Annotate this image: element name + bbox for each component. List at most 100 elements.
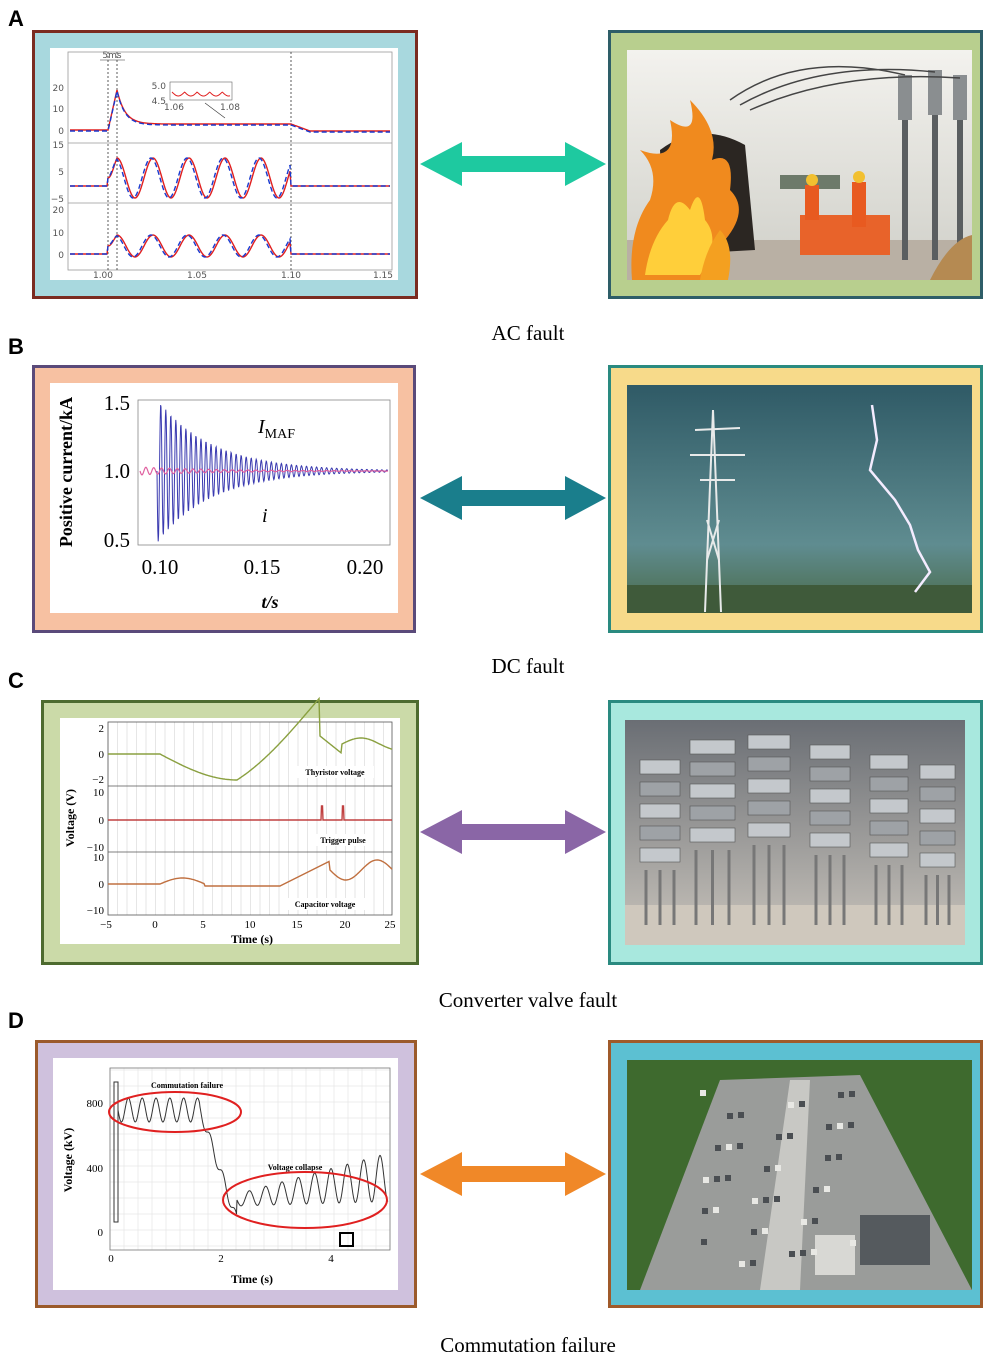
valve-tier: [870, 799, 908, 813]
equipment: [751, 1229, 757, 1235]
annotation: i: [262, 505, 268, 527]
y-tick-label: 10: [53, 229, 65, 239]
valve-tier: [748, 779, 790, 793]
x-tick-label: 0.15: [244, 555, 281, 579]
equipment: [737, 1143, 743, 1149]
x-tick-label: 20: [340, 919, 352, 931]
valve-tier: [920, 787, 955, 801]
equipment: [838, 1092, 844, 1098]
panel-label: C: [8, 668, 24, 693]
equipment: [752, 1198, 758, 1204]
valve-tier: [920, 809, 955, 823]
y-tick-label: 1.5: [104, 391, 130, 415]
valve-tier: [640, 826, 680, 840]
valve-tier: [810, 833, 850, 847]
equipment: [800, 1250, 806, 1256]
y-tick-label: 0: [58, 251, 64, 261]
valve-tier: [748, 757, 790, 771]
double-arrow: [420, 476, 606, 520]
valve-tier: [690, 828, 735, 842]
valve-tier: [748, 735, 790, 749]
y-tick-label: 10: [93, 787, 105, 799]
x-tick-label: 0: [152, 919, 158, 931]
annotation: 5ms: [102, 51, 121, 61]
photo-substation: [627, 1060, 972, 1290]
valve-tier: [870, 755, 908, 769]
x-tick-label: 15: [292, 919, 304, 931]
equipment: [836, 1154, 842, 1160]
equipment: [727, 1113, 733, 1119]
equipment: [848, 1122, 854, 1128]
y-axis-label: Voltage (kV): [61, 1128, 75, 1193]
x-axis-label: Time (s): [231, 932, 273, 946]
y-tick-label: 0: [58, 127, 64, 137]
y-tick-label: 20: [53, 206, 65, 216]
equipment: [788, 1102, 794, 1108]
inset-tick-label: 5.0: [152, 82, 167, 92]
valve-tier: [920, 853, 955, 867]
y-tick-label: 0: [98, 1227, 104, 1239]
photo-lightning: [627, 385, 972, 613]
inset-tick-label: 1.06: [164, 103, 184, 113]
x-tick-label: 1.05: [187, 271, 207, 281]
valve-tier: [810, 811, 850, 825]
x-tick-label: 0: [108, 1253, 114, 1265]
figure: A B C D AC fault DC fault Converter valv…: [0, 0, 984, 1358]
y-tick-label: 20: [53, 84, 65, 94]
equipment: [701, 1239, 707, 1245]
caption: Commutation failure: [440, 1333, 616, 1357]
photo-valve-hall: [625, 720, 965, 945]
y-tick-label: −10: [87, 905, 105, 917]
x-tick-label: 1.10: [281, 271, 301, 281]
annotation: Voltage collapse: [268, 1163, 323, 1172]
inset: [170, 82, 232, 100]
equipment: [726, 1144, 732, 1150]
equipment: [789, 1251, 795, 1257]
equipment: [799, 1101, 805, 1107]
x-tick-label: 1.15: [373, 271, 393, 281]
valve-tier: [810, 767, 850, 781]
equipment: [700, 1090, 706, 1096]
x-tick-label: 1.00: [93, 271, 113, 281]
valve-tier: [690, 762, 735, 776]
equipment: [750, 1260, 756, 1266]
equipment: [774, 1196, 780, 1202]
equipment: [811, 1249, 817, 1255]
valve-tier: [870, 843, 908, 857]
valve-tier: [640, 804, 680, 818]
equipment: [801, 1219, 807, 1225]
y-tick-label: 10: [53, 105, 65, 115]
valve-tier: [640, 760, 680, 774]
equipment: [825, 1155, 831, 1161]
y-tick-label: 15: [53, 141, 64, 151]
equipment: [850, 1240, 856, 1246]
panel-label: B: [8, 334, 24, 359]
annotation: Commutation failure: [151, 1081, 224, 1090]
equipment: [763, 1197, 769, 1203]
y-tick-label: −2: [92, 774, 104, 786]
y-axis-label: Voltage (V): [63, 789, 77, 847]
double-arrow: [420, 142, 606, 186]
equipment: [739, 1261, 745, 1267]
valve-tier: [640, 848, 680, 862]
y-tick-label: 10: [93, 852, 105, 864]
valve-tier: [810, 789, 850, 803]
valve-tier: [690, 806, 735, 820]
equipment: [812, 1218, 818, 1224]
y-tick-label: 2: [99, 723, 105, 735]
valve-tier: [870, 821, 908, 835]
inset-tick-label: 1.08: [220, 103, 240, 113]
x-axis-label: t/s: [261, 592, 278, 612]
panel-label: A: [8, 6, 24, 31]
caption: Converter valve fault: [439, 988, 618, 1012]
equipment: [775, 1165, 781, 1171]
trace-label: Trigger pulse: [320, 836, 366, 845]
equipment: [849, 1091, 855, 1097]
trace-label: Thyristor voltage: [305, 768, 365, 777]
equipment: [725, 1175, 731, 1181]
x-tick-label: 5: [200, 919, 206, 931]
y-tick-label: 0: [99, 815, 105, 827]
valve-tier: [748, 823, 790, 837]
photo-transformer-fire: [627, 50, 972, 280]
equipment: [787, 1133, 793, 1139]
